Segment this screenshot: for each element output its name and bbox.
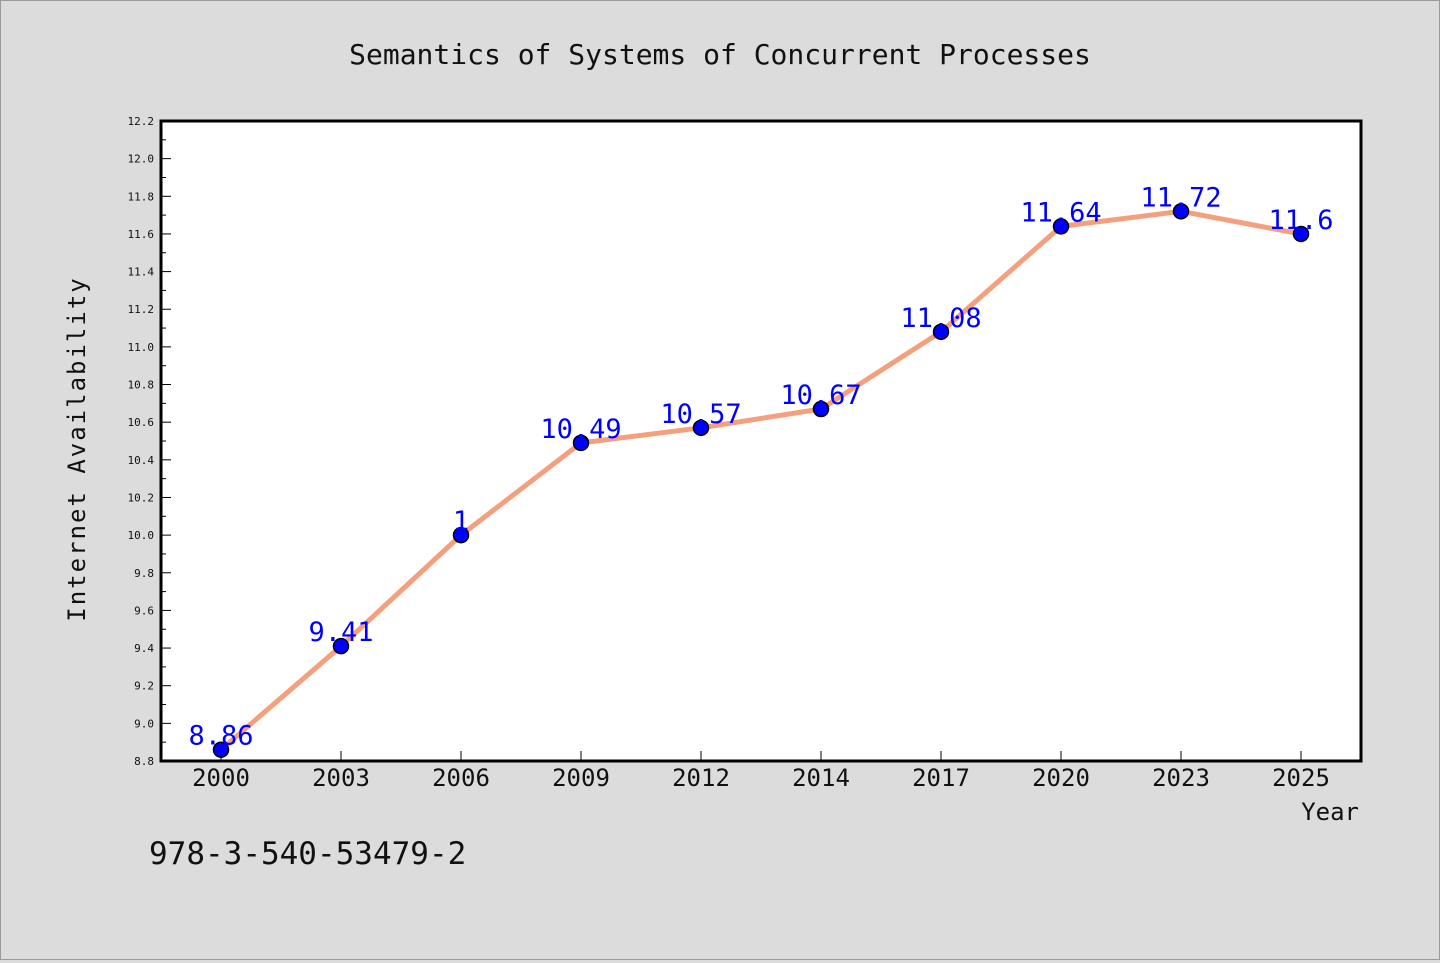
x-tick-label: 2020 — [1032, 764, 1090, 792]
y-tick-label: 8.8 — [134, 755, 154, 768]
x-tick-label: 2009 — [552, 764, 610, 792]
data-label: 9.41 — [308, 617, 373, 648]
y-tick-label: 9.8 — [134, 567, 154, 580]
data-label: 1 — [453, 506, 469, 537]
data-label: 10.49 — [540, 414, 621, 445]
y-axis-label: Internet Availability — [63, 276, 91, 621]
y-tick-label: 9.0 — [134, 717, 154, 730]
x-tick-label: 2012 — [672, 764, 730, 792]
isbn-annotation: 978-3-540-53479-2 — [149, 836, 466, 872]
data-point — [452, 526, 470, 544]
data-point — [572, 434, 590, 452]
y-tick-label: 9.6 — [134, 604, 154, 617]
series-group — [212, 203, 1310, 758]
data-label: 8.86 — [188, 721, 253, 752]
y-tick-label: 10.8 — [128, 379, 155, 392]
x-tick-label: 2006 — [432, 764, 490, 792]
y-tick-label: 12.2 — [128, 115, 155, 128]
data-label: 10.67 — [780, 380, 861, 411]
y-tick-label: 10.0 — [128, 529, 155, 542]
x-tick-label: 2023 — [1152, 764, 1210, 792]
x-axis-label: Year — [1301, 798, 1359, 826]
data-label: 10.57 — [660, 399, 741, 430]
data-point — [212, 741, 230, 758]
data-point — [1172, 203, 1190, 220]
data-point — [1052, 218, 1070, 235]
y-tick-label: 11.0 — [128, 341, 155, 354]
data-point — [692, 419, 710, 437]
y-tick-label: 9.4 — [134, 642, 154, 655]
x-tick-label: 2017 — [912, 764, 970, 792]
chart-title: Semantics of Systems of Concurrent Proce… — [349, 38, 1091, 71]
y-tick-label: 11.2 — [128, 303, 155, 316]
x-axis-ticks: 2000 2003 2006 2009 2012 2014 2017 2020 2023 2025 — [192, 751, 1330, 792]
x-tick-label: 2000 — [192, 764, 250, 792]
data-label: 11.64 — [1020, 197, 1101, 228]
y-tick-label: 11.8 — [128, 190, 155, 203]
y-tick-label: 10.6 — [128, 416, 155, 429]
x-tick-label: 2003 — [312, 764, 370, 792]
data-point — [1292, 225, 1310, 243]
y-tick-label: 11.6 — [128, 228, 155, 241]
plot-area — [159, 119, 1363, 763]
y-tick-label: 9.2 — [134, 680, 154, 693]
y-axis-ticks: 8.8 9.0 9.2 9.4 9.6 9.8 10.0 10.2 10.4 10.6 10.8 11… — [128, 115, 171, 768]
x-tick-label: 2025 — [1272, 764, 1330, 792]
data-label: 11.72 — [1140, 182, 1221, 213]
y-tick-label: 10.2 — [128, 491, 155, 504]
data-point — [812, 400, 830, 418]
y-tick-label: 11.4 — [128, 266, 155, 279]
data-label: 11.08 — [900, 303, 981, 334]
data-label: 11.6 — [1268, 205, 1333, 236]
data-point — [332, 637, 350, 655]
x-tick-label: 2014 — [792, 764, 850, 792]
y-tick-label: 10.4 — [128, 454, 155, 467]
data-point — [932, 323, 950, 341]
series-line — [218, 208, 1304, 753]
y-tick-label: 12.0 — [128, 153, 155, 166]
data-labels-group: 8.86 9.41 1 10.49 10.57 10.67 11.08 11.64 11.72 1… — [188, 182, 1333, 751]
